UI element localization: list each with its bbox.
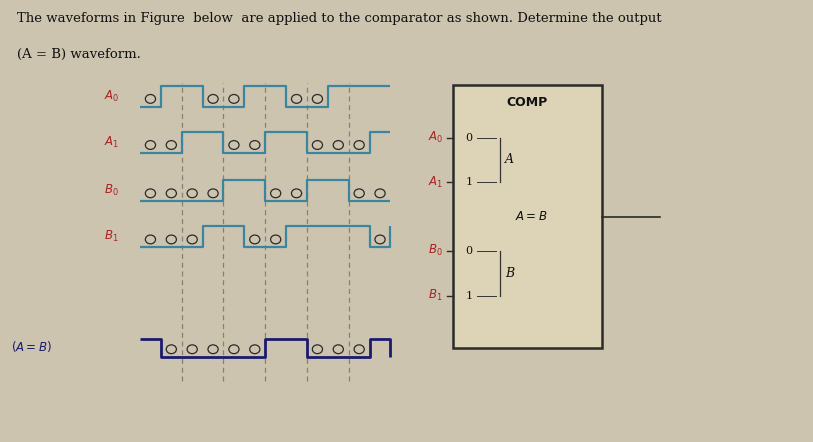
FancyBboxPatch shape	[453, 85, 602, 348]
Text: $B_1$: $B_1$	[104, 229, 119, 244]
Text: COMP: COMP	[506, 96, 548, 109]
Text: $A_1$: $A_1$	[104, 135, 119, 150]
Text: B: B	[505, 267, 514, 280]
Text: $B_0$: $B_0$	[104, 183, 119, 198]
Text: $B_1$: $B_1$	[428, 288, 443, 303]
Text: 1: 1	[465, 177, 472, 187]
Text: $A_1$: $A_1$	[428, 175, 443, 190]
Text: 0: 0	[465, 133, 472, 143]
Text: $B_0$: $B_0$	[428, 243, 443, 259]
Text: $A_0$: $A_0$	[428, 130, 443, 145]
Text: 1: 1	[465, 291, 472, 301]
Text: 0: 0	[465, 246, 472, 256]
Text: The waveforms in Figure  below  are applied to the comparator as shown. Determin: The waveforms in Figure below are applie…	[17, 12, 662, 25]
Text: (A = B) waveform.: (A = B) waveform.	[17, 47, 141, 61]
Text: $A = B$: $A = B$	[515, 210, 548, 223]
Text: $(A{=}B)$: $(A{=}B)$	[11, 339, 51, 354]
Text: A: A	[505, 153, 514, 167]
Text: $A_0$: $A_0$	[103, 89, 119, 104]
